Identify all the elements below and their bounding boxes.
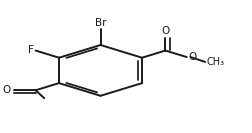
Text: Br: Br <box>94 18 106 28</box>
Text: F: F <box>28 45 34 55</box>
Text: O: O <box>161 26 169 36</box>
Text: O: O <box>188 52 196 62</box>
Text: O: O <box>2 85 11 95</box>
Text: CH₃: CH₃ <box>206 57 224 67</box>
